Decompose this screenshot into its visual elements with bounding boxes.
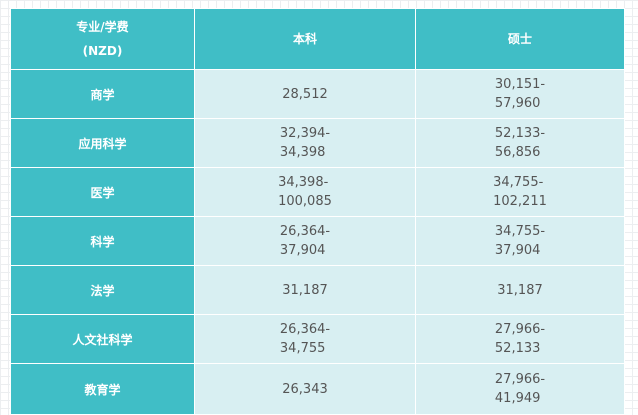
bachelor-fee: 34,398- 100,085 <box>278 175 332 209</box>
master-fee-cell: 27,966- 41,949 <box>415 363 625 415</box>
header-bachelor: 本科 <box>194 8 416 70</box>
bachelor-fee: 28,512 <box>282 86 328 102</box>
tuition-table-container: 专业/学费 (NZD) 本科 硕士 商学 28,512 30,151- 57,9… <box>10 8 625 415</box>
bachelor-fee: 32,394- 34,398 <box>279 126 331 160</box>
master-fee: 27,966- 52,133 <box>494 322 546 356</box>
master-fee: 27,966- 41,949 <box>494 372 546 406</box>
master-fee-cell: 52,133- 56,856 <box>415 118 625 168</box>
master-fee: 30,151- 57,960 <box>494 77 546 111</box>
row-major-label: 教育学 <box>10 363 195 415</box>
master-fee-cell: 27,966- 52,133 <box>415 314 625 364</box>
header-row: 专业/学费 (NZD) 本科 硕士 <box>10 8 625 70</box>
row-major-label: 医学 <box>10 167 195 217</box>
master-fee-cell: 30,151- 57,960 <box>415 69 625 119</box>
table-row: 医学 34,398- 100,085 34,755- 102,211 <box>10 167 625 217</box>
bachelor-fee: 31,187 <box>282 282 328 298</box>
table-row: 人文社科学 26,364- 34,755 27,966- 52,133 <box>10 314 625 364</box>
row-major-label: 法学 <box>10 265 195 315</box>
table-row: 科学 26,364- 37,904 34,755- 37,904 <box>10 216 625 266</box>
master-fee: 34,755- 102,211 <box>493 175 547 209</box>
table-row: 法学 31,187 31,187 <box>10 265 625 315</box>
master-fee-cell: 34,755- 37,904 <box>415 216 625 266</box>
header-major-tuition: 专业/学费 (NZD) <box>10 8 195 70</box>
bachelor-fee-cell: 26,343 <box>194 363 416 415</box>
master-fee: 31,187 <box>497 282 543 298</box>
table-row: 应用科学 32,394- 34,398 52,133- 56,856 <box>10 118 625 168</box>
bachelor-fee: 26,364- 34,755 <box>279 322 331 356</box>
tuition-table: 专业/学费 (NZD) 本科 硕士 商学 28,512 30,151- 57,9… <box>10 8 625 415</box>
row-major-label: 商学 <box>10 69 195 119</box>
bachelor-fee-cell: 26,364- 37,904 <box>194 216 416 266</box>
bachelor-fee-cell: 31,187 <box>194 265 416 315</box>
bachelor-fee-cell: 32,394- 34,398 <box>194 118 416 168</box>
header-master: 硕士 <box>415 8 625 70</box>
master-fee: 52,133- 56,856 <box>494 126 546 160</box>
bachelor-fee-cell: 28,512 <box>194 69 416 119</box>
row-major-label: 人文社科学 <box>10 314 195 364</box>
table-row: 教育学 26,343 27,966- 41,949 <box>10 363 625 415</box>
table-header: 专业/学费 (NZD) 本科 硕士 <box>10 8 625 70</box>
header-major-label: 专业/学费 <box>76 20 129 34</box>
table-row: 商学 28,512 30,151- 57,960 <box>10 69 625 119</box>
bachelor-fee-cell: 34,398- 100,085 <box>194 167 416 217</box>
row-major-label: 应用科学 <box>10 118 195 168</box>
master-fee-cell: 34,755- 102,211 <box>415 167 625 217</box>
bachelor-fee: 26,364- 37,904 <box>279 224 331 258</box>
bachelor-fee-cell: 26,364- 34,755 <box>194 314 416 364</box>
master-fee-cell: 31,187 <box>415 265 625 315</box>
row-major-label: 科学 <box>10 216 195 266</box>
table-body: 商学 28,512 30,151- 57,960 应用科学 32,394- 34… <box>10 69 625 415</box>
master-fee: 34,755- 37,904 <box>494 224 546 258</box>
bachelor-fee: 26,343 <box>282 381 328 397</box>
header-currency-label: (NZD) <box>82 44 123 58</box>
